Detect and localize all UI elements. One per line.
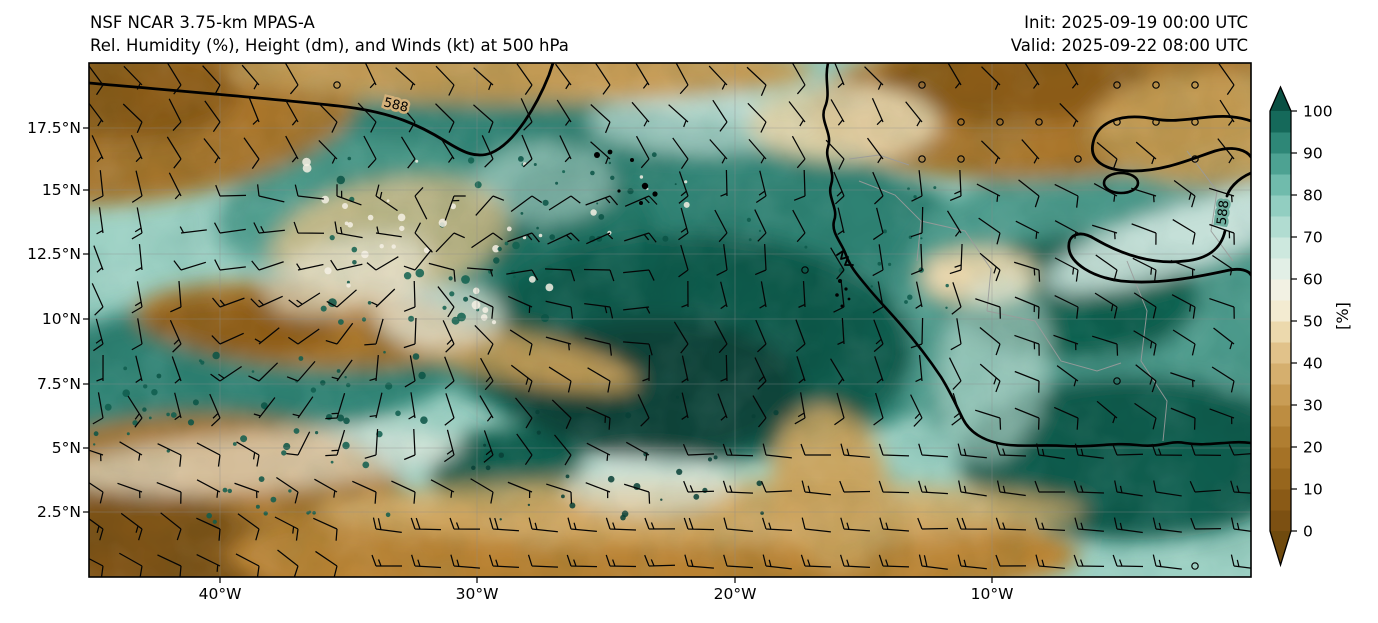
colorbar-units-label: [%]: [1333, 302, 1352, 330]
x-tick-label: 30°W: [455, 585, 499, 603]
colorbar-tick-label: 60: [1303, 271, 1323, 289]
country-borders: [848, 150, 1234, 442]
y-tick-label: 10°N: [41, 310, 81, 328]
y-tick-label: 5°N: [51, 439, 81, 457]
colorbar-tick-label: 80: [1303, 187, 1323, 205]
colorbar-tick-label: 30: [1303, 397, 1323, 415]
y-tick-label: 15°N: [41, 181, 81, 199]
y-tick-label: 17.5°N: [27, 119, 81, 137]
colorbar-tick-label: 0: [1303, 523, 1313, 541]
colorbar-tick-label: 40: [1303, 355, 1323, 373]
colorbar-tick-label: 20: [1303, 439, 1323, 457]
init-time: Init: 2025-09-19 00:00 UTC: [1024, 13, 1248, 32]
valid-time: Valid: 2025-09-22 08:00 UTC: [1010, 36, 1248, 55]
figure-title: NSF NCAR 3.75-km MPAS-A Rel. Humidity (%…: [90, 11, 569, 57]
y-tick-label: 2.5°N: [37, 503, 81, 521]
colorbar-tick-label: 10: [1303, 481, 1323, 499]
map-border: [88, 62, 1252, 578]
run-times: Init: 2025-09-19 00:00 UTC Valid: 2025-0…: [1011, 11, 1248, 57]
colorbar-tick-label: 70: [1303, 229, 1323, 247]
colorbar-tick-label: 50: [1303, 313, 1323, 331]
coastline: [822, 63, 1251, 448]
height-contours: [89, 63, 1251, 284]
model-name: NSF NCAR 3.75-km MPAS-A: [90, 13, 315, 32]
x-tick-label: 20°W: [713, 585, 757, 603]
field-description: Rel. Humidity (%), Height (dm), and Wind…: [90, 36, 569, 55]
x-tick-label: 40°W: [198, 585, 242, 603]
colorbar-tick-label: 100: [1303, 103, 1333, 121]
x-tick-label: 10°W: [970, 585, 1014, 603]
y-tick-label: 7.5°N: [37, 375, 81, 393]
colorbar-tick-label: 90: [1303, 145, 1323, 163]
axis-tick-marks: [83, 127, 993, 583]
colorbar: 0 10 20 30 40 50 60 70 80 90 100 [%]: [1269, 85, 1352, 568]
height-contour-label: 588: [1215, 199, 1233, 225]
y-tick-label: 12.5°N: [27, 245, 81, 263]
island-coastlines: [594, 149, 851, 308]
wind-barbs-layer: [89, 63, 1251, 577]
